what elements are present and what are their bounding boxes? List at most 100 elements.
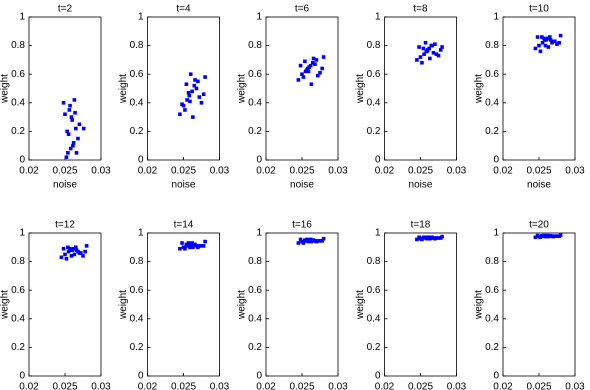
point bbox=[543, 43, 548, 48]
y-tick-label: 0.8 bbox=[11, 40, 25, 51]
y-tick-label: 0.6 bbox=[130, 285, 144, 296]
y-axis-label: weight bbox=[474, 290, 485, 320]
point bbox=[193, 78, 197, 82]
point bbox=[84, 244, 89, 248]
axes-frame bbox=[28, 16, 102, 161]
y-tick-label: 0.4 bbox=[11, 97, 25, 108]
x-tick-label: 0.025 bbox=[171, 382, 196, 390]
point bbox=[430, 235, 434, 240]
point bbox=[180, 102, 184, 107]
point bbox=[318, 239, 322, 243]
point bbox=[423, 40, 428, 45]
y-tick-label: 0.4 bbox=[485, 313, 499, 324]
point bbox=[311, 56, 316, 61]
point bbox=[420, 237, 424, 242]
point bbox=[199, 101, 204, 105]
y-tick-label: 0.6 bbox=[485, 285, 499, 296]
y-tick-label: 0 bbox=[256, 155, 262, 166]
x-axis-label: noise bbox=[527, 180, 551, 191]
axes-frame bbox=[147, 232, 220, 377]
point bbox=[537, 43, 541, 48]
point bbox=[533, 46, 538, 51]
y-tick-label: 0.6 bbox=[367, 69, 381, 80]
point bbox=[305, 237, 309, 242]
point bbox=[81, 126, 86, 131]
point bbox=[183, 246, 187, 251]
point bbox=[318, 70, 322, 75]
y-tick-label: 1 bbox=[375, 12, 381, 23]
y-tick-label: 0 bbox=[493, 371, 499, 382]
y-tick-label: 0.6 bbox=[11, 69, 25, 80]
point bbox=[313, 62, 317, 66]
point bbox=[557, 40, 561, 45]
point bbox=[66, 245, 70, 250]
point bbox=[538, 49, 543, 54]
x-tick-label: 0.02 bbox=[375, 166, 395, 177]
point bbox=[70, 248, 74, 252]
point bbox=[191, 245, 195, 250]
point bbox=[546, 45, 551, 49]
point bbox=[72, 98, 77, 102]
y-tick-label: 0.8 bbox=[130, 256, 144, 267]
x-tick-label: 0.02 bbox=[493, 382, 513, 390]
point bbox=[296, 78, 301, 82]
point bbox=[186, 90, 191, 95]
point bbox=[540, 35, 544, 39]
point bbox=[316, 73, 320, 78]
point bbox=[65, 129, 69, 134]
point bbox=[196, 79, 200, 84]
point bbox=[543, 234, 548, 239]
y-axis-label: weight bbox=[355, 74, 366, 104]
x-tick-label: 0.025 bbox=[408, 382, 433, 390]
y-tick-label: 0.8 bbox=[248, 256, 262, 267]
point bbox=[533, 235, 538, 240]
y-tick-label: 0.8 bbox=[367, 256, 381, 267]
point bbox=[197, 244, 202, 248]
point bbox=[69, 254, 74, 258]
y-axis-label: weight bbox=[355, 290, 366, 320]
point bbox=[321, 55, 326, 59]
x-axis-label: noise bbox=[172, 180, 196, 191]
x-tick-label: 0.03 bbox=[565, 166, 585, 177]
point bbox=[59, 255, 64, 260]
point bbox=[61, 246, 66, 251]
x-tick-label: 0.03 bbox=[91, 166, 111, 177]
subplot-title: t=14 bbox=[174, 220, 194, 231]
y-tick-label: 1 bbox=[19, 228, 25, 239]
y-tick-label: 0.8 bbox=[11, 256, 25, 267]
y-tick-label: 0.2 bbox=[11, 126, 25, 137]
point bbox=[425, 236, 429, 241]
y-tick-label: 0.2 bbox=[11, 342, 25, 353]
point bbox=[63, 252, 67, 257]
x-tick-label: 0.03 bbox=[210, 166, 230, 177]
x-tick-label: 0.02 bbox=[19, 166, 39, 177]
y-tick-label: 0 bbox=[256, 371, 262, 382]
y-tick-label: 0.4 bbox=[130, 313, 144, 324]
point bbox=[309, 239, 314, 244]
y-tick-label: 0 bbox=[375, 371, 381, 382]
point bbox=[314, 58, 319, 62]
point bbox=[425, 49, 429, 54]
point bbox=[548, 234, 553, 238]
point bbox=[63, 112, 67, 117]
point bbox=[184, 242, 189, 247]
point bbox=[68, 246, 72, 251]
point bbox=[183, 108, 187, 112]
point bbox=[193, 242, 197, 247]
point bbox=[188, 242, 193, 247]
point bbox=[201, 244, 206, 248]
y-tick-label: 0.6 bbox=[248, 285, 262, 296]
y-tick-label: 0.4 bbox=[248, 313, 262, 324]
point bbox=[71, 143, 75, 148]
point bbox=[540, 234, 544, 238]
x-axis-label: noise bbox=[409, 180, 433, 191]
point bbox=[64, 256, 69, 261]
point bbox=[298, 237, 303, 242]
point bbox=[535, 233, 540, 238]
subplot-title: t=6 bbox=[295, 4, 310, 15]
point bbox=[434, 236, 439, 240]
point bbox=[436, 236, 441, 240]
point bbox=[70, 118, 74, 122]
